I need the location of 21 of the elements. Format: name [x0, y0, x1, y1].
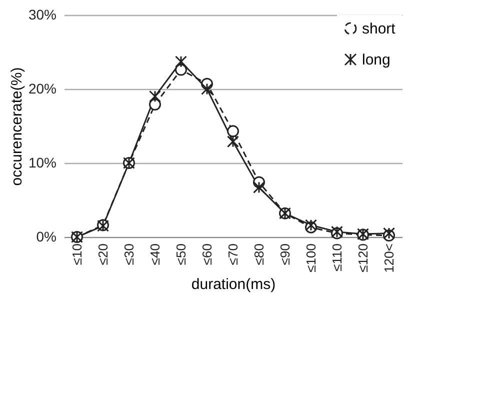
- x-tick-label: ≤100: [304, 244, 318, 272]
- x-tick-label: 120<: [382, 244, 396, 273]
- legend-label: long: [362, 52, 390, 68]
- x-tick-label: ≤30: [122, 244, 136, 266]
- x-tick-label: ≤90: [278, 244, 292, 266]
- legend-label: short: [362, 20, 396, 38]
- x-tick-label: ≤20: [96, 244, 110, 266]
- y-tick-label: 0%: [36, 228, 56, 244]
- x-tick-label: ≤80: [252, 244, 266, 266]
- x-tick-label: ≤120: [356, 244, 370, 272]
- y-tick-label: 30%: [28, 6, 56, 22]
- y-axis-title: occurencerate(%): [8, 67, 26, 186]
- x-tick-label: ≤110: [330, 244, 344, 272]
- y-tick-label: 10%: [28, 154, 56, 170]
- x-tick-label: ≤70: [226, 244, 240, 266]
- x-tick-label: ≤40: [148, 244, 162, 266]
- y-tick-label: 20%: [28, 80, 56, 96]
- x-tick-label: ≤60: [200, 244, 214, 266]
- x-tick-label: ≤10: [70, 244, 84, 266]
- x-axis-title: duration(ms): [191, 276, 276, 293]
- x-tick-label: ≤50: [174, 244, 188, 266]
